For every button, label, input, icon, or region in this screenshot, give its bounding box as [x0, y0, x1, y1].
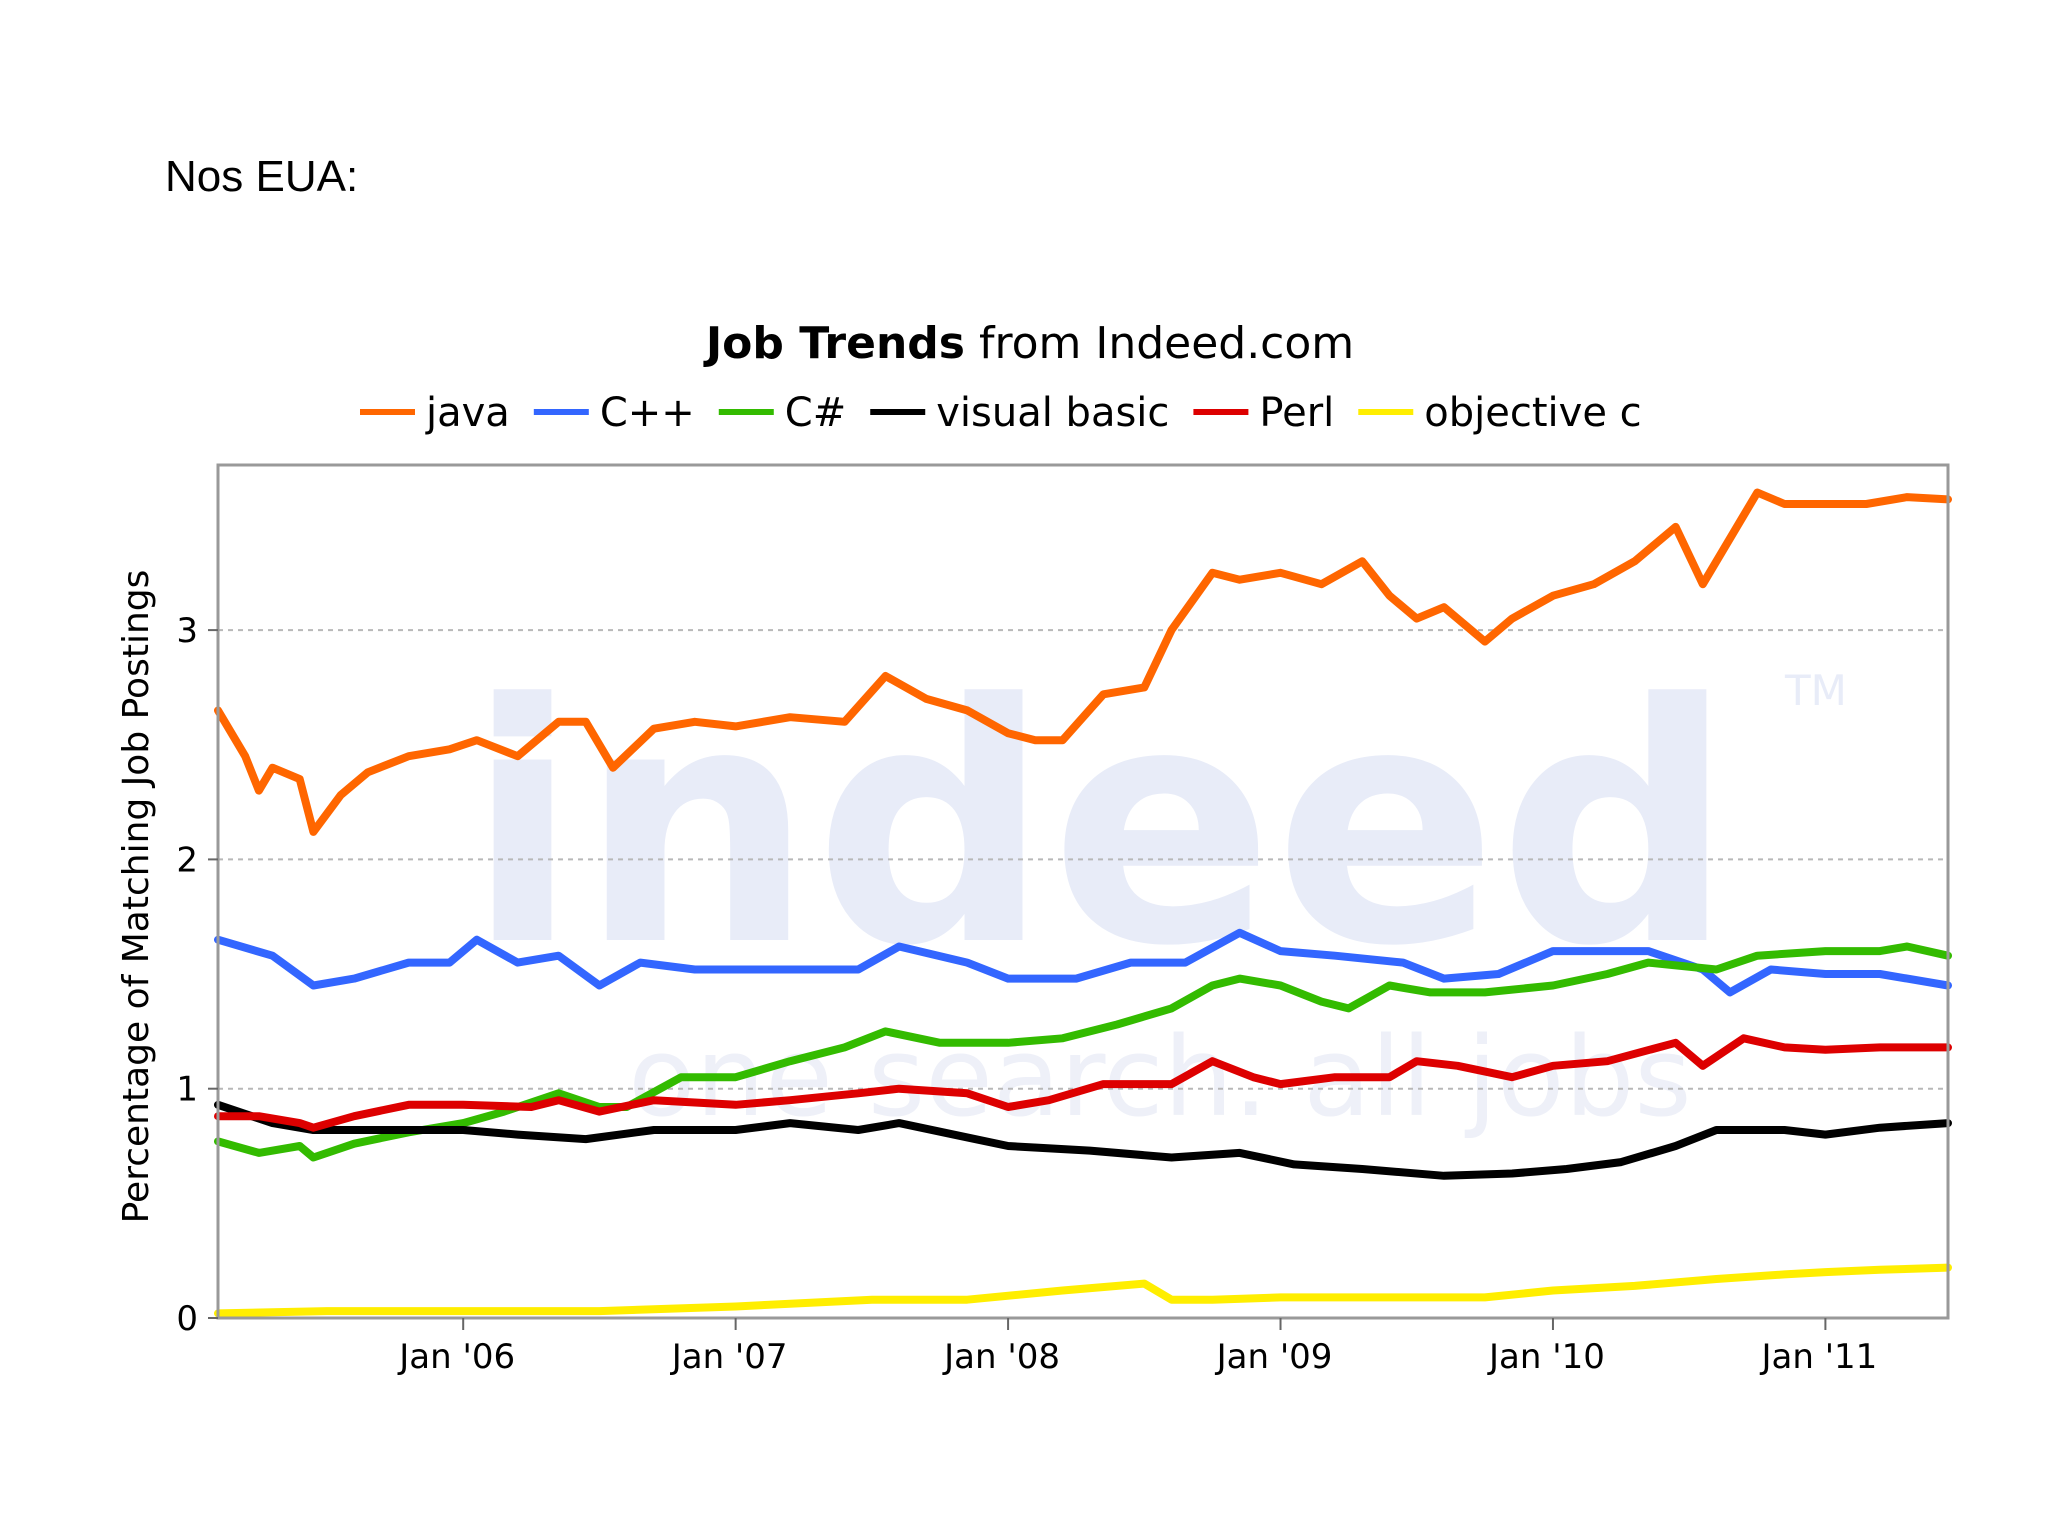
x-tick-label: Jan '11: [1759, 1337, 1877, 1377]
series-line-c-: [214, 928, 1952, 997]
y-tick-label: 2: [176, 840, 198, 880]
series-line-c-: [214, 942, 1952, 1162]
series-line-objective-c: [214, 1263, 1952, 1318]
legend-label-objective-c: objective c: [1424, 390, 1641, 436]
chart-title-bold: Job Trends: [703, 318, 965, 369]
y-tick-label: 0: [176, 1299, 198, 1339]
x-tick-label: Jan '08: [942, 1337, 1060, 1377]
legend-label-java: java: [425, 390, 510, 436]
series-line-perl: [214, 1034, 1952, 1132]
legend-label-perl: Perl: [1259, 390, 1334, 436]
y-tick-label: 1: [176, 1070, 198, 1110]
plot-frame: [216, 463, 1950, 1320]
chart-axes: 0 1 2 3 Jan '06 Jan '07 Jan '08 Jan '09 Jan '10 J…: [176, 611, 1877, 1377]
chart-title: Job Trends from Indeed.com: [703, 318, 1354, 369]
chart-series-lines: [214, 488, 1952, 1318]
watermark-logo: indeed: [466, 634, 1734, 1018]
watermark-tm: TM: [1784, 666, 1847, 715]
legend-label-c-: C#: [785, 390, 846, 436]
legend-label-c-: C++: [600, 390, 695, 436]
legend-label-visual-basic: visual basic: [936, 390, 1169, 436]
series-line-java: [214, 488, 1952, 836]
y-tick-label: 3: [176, 611, 198, 651]
x-tick-label: Jan '10: [1487, 1337, 1605, 1377]
x-tick-label: Jan '07: [670, 1337, 788, 1377]
x-tick-label: Jan '09: [1215, 1337, 1333, 1377]
chart-title-rest: from Indeed.com: [965, 318, 1354, 369]
y-axis-label: Percentage of Matching Job Postings: [116, 570, 157, 1224]
slide-heading: Nos EUA:: [165, 152, 359, 201]
series-line-visual-basic: [214, 1100, 1952, 1180]
x-tick-label: Jan '06: [397, 1337, 515, 1377]
chart-legend: java C++ C# visual basic Perl objective c: [360, 390, 1642, 436]
